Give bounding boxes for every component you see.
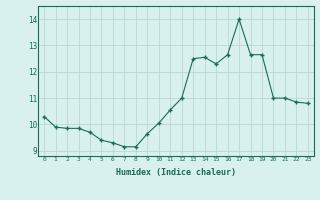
X-axis label: Humidex (Indice chaleur): Humidex (Indice chaleur) (116, 168, 236, 177)
